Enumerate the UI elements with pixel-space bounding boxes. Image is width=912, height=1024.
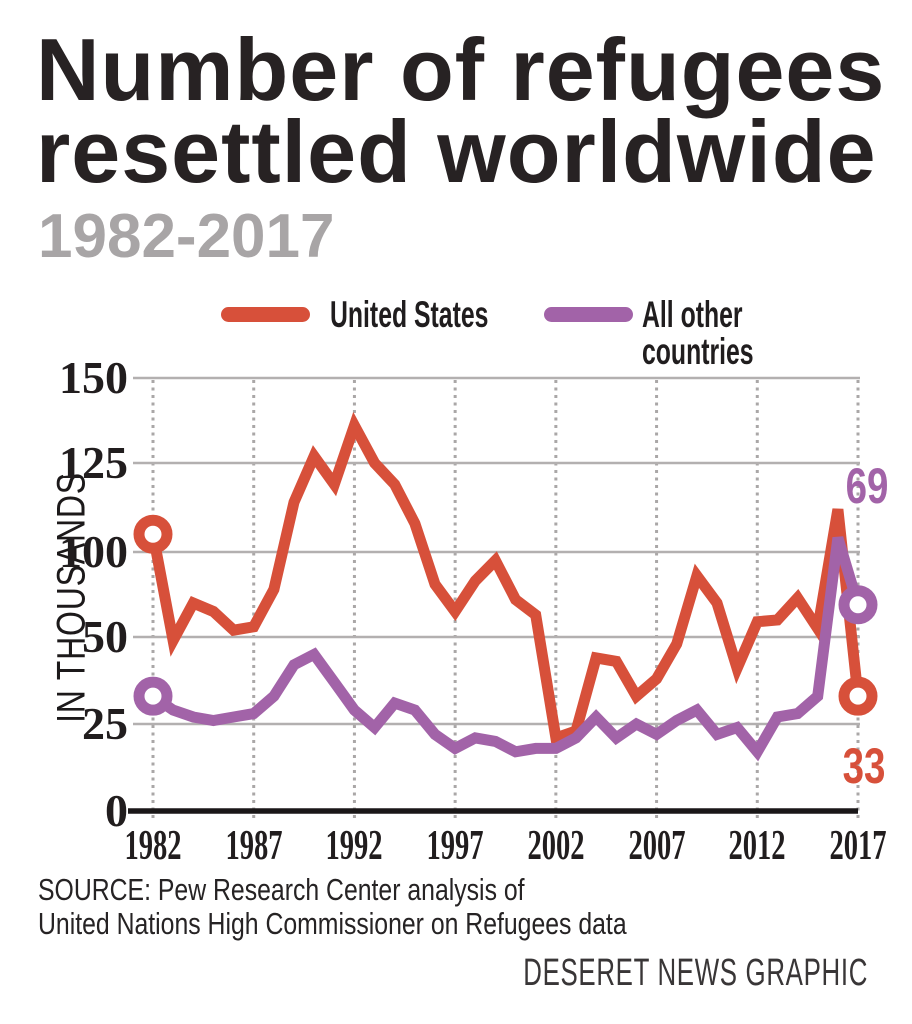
- source-line1: SOURCE: Pew Research Center analysis of: [38, 872, 525, 907]
- ytick-label-0: 0: [105, 785, 128, 836]
- xtick-label-1987: 1987: [225, 823, 283, 869]
- xtick-label-2017: 2017: [829, 823, 887, 869]
- annotation-united-states-2017: 33: [842, 738, 886, 794]
- endpoint-marker-all-other-countries-1982: [133, 676, 173, 716]
- endpoint-marker-united-states-1982: [133, 514, 173, 554]
- legend-label-all-other-countries: All other countries: [642, 294, 754, 372]
- legend-swatch-all-other-countries: [544, 307, 633, 322]
- page-title: Number of refugees resettled worldwide: [36, 20, 886, 201]
- series-line-united-states: [147, 411, 864, 746]
- xtick-label-1992: 1992: [325, 823, 383, 869]
- source-note: SOURCE: Pew Research Center analysis of …: [38, 873, 627, 941]
- ytick-label-25: 25: [82, 698, 128, 749]
- page-subtitle: 1982-2017: [38, 202, 335, 271]
- xtick-label-1982: 1982: [124, 823, 182, 869]
- page-title-line2: resettled worldwide: [36, 102, 877, 201]
- source-line2: United Nations High Commissioner on Refu…: [38, 906, 627, 941]
- endpoint-marker-all-other-countries-2017: [838, 585, 878, 625]
- series-line-all-other-countries: [149, 536, 864, 762]
- credit-line: DESERET NEWS GRAPHIC: [523, 952, 868, 994]
- legend-label-united-states: United States: [330, 294, 489, 335]
- y-axis-title: IN THOUSANDS: [49, 472, 94, 723]
- xtick-label-1997: 1997: [426, 823, 484, 869]
- ytick-label-100: 100: [59, 526, 128, 577]
- ytick-label-50: 50: [82, 611, 128, 662]
- page-title-line1: Number of refugees: [36, 20, 886, 119]
- xtick-label-2002: 2002: [527, 823, 585, 869]
- xtick-label-2012: 2012: [728, 823, 786, 869]
- annotation-other-countries-2017: 69: [845, 458, 889, 514]
- legend-swatch-united-states: [221, 307, 310, 322]
- ytick-label-125: 125: [59, 437, 128, 488]
- ytick-label-150: 150: [59, 352, 128, 403]
- xtick-label-2007: 2007: [628, 823, 686, 869]
- endpoint-marker-united-states-2017: [838, 676, 878, 716]
